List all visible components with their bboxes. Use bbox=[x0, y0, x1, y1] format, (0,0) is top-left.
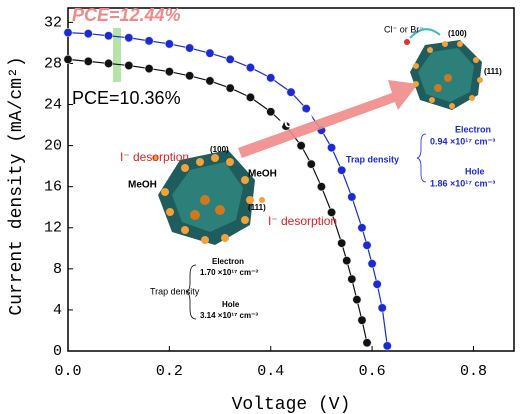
annotation: (111) bbox=[484, 67, 502, 76]
data-point bbox=[245, 63, 255, 73]
data-point bbox=[104, 58, 114, 68]
annotation: 3.14 ×10¹⁷ cm⁻³ bbox=[200, 311, 258, 320]
data-point bbox=[225, 54, 235, 64]
data-point bbox=[185, 71, 195, 81]
x-tick-label: 0.8 bbox=[460, 363, 487, 380]
data-point bbox=[245, 92, 255, 102]
data-point bbox=[83, 56, 93, 66]
data-point bbox=[372, 279, 382, 289]
data-point bbox=[104, 31, 114, 41]
data-point bbox=[83, 29, 93, 39]
data-point bbox=[316, 182, 326, 192]
data-point bbox=[377, 303, 387, 313]
annotation: 1.70 ×10¹⁷ cm⁻³ bbox=[200, 268, 258, 277]
annotation: Hole bbox=[222, 300, 240, 309]
annotation: Trap density bbox=[150, 286, 200, 296]
y-tick-label: 8 bbox=[53, 261, 62, 278]
y-tick-label: 32 bbox=[44, 14, 62, 31]
data-point bbox=[362, 338, 372, 348]
data-point bbox=[225, 83, 235, 93]
data-point bbox=[144, 64, 154, 74]
annotation: Hole bbox=[465, 166, 485, 176]
annotation: (100) bbox=[448, 29, 467, 38]
data-point bbox=[382, 341, 392, 351]
y-tick-label: 20 bbox=[44, 138, 62, 155]
highlight-bar bbox=[113, 28, 121, 82]
x-tick-label: 0.2 bbox=[156, 363, 183, 380]
data-point bbox=[266, 73, 276, 83]
data-point bbox=[205, 76, 215, 86]
data-point bbox=[205, 48, 215, 58]
data-point bbox=[301, 104, 311, 114]
data-point bbox=[164, 39, 174, 49]
y-tick-label: 0 bbox=[53, 343, 62, 360]
data-point bbox=[352, 295, 362, 305]
annotation: PCE=10.36% bbox=[72, 88, 181, 108]
y-tick-label: 16 bbox=[44, 179, 62, 196]
data-point bbox=[185, 43, 195, 53]
annotation: Electron bbox=[455, 124, 491, 134]
annotation: I⁻ desorption bbox=[120, 150, 189, 164]
data-point bbox=[63, 54, 73, 64]
data-point bbox=[124, 61, 134, 71]
x-tick-label: 0.4 bbox=[257, 363, 284, 380]
arrow bbox=[238, 80, 418, 158]
data-point bbox=[296, 141, 306, 151]
data-point bbox=[164, 67, 174, 77]
data-point bbox=[281, 121, 291, 131]
annotation: MeOH bbox=[128, 180, 157, 191]
data-point bbox=[357, 223, 367, 233]
data-point bbox=[286, 87, 296, 97]
annotation: MeOH bbox=[248, 169, 277, 180]
data-point bbox=[362, 240, 372, 250]
data-point bbox=[124, 33, 134, 43]
y-tick-label: 4 bbox=[53, 302, 62, 319]
data-point bbox=[347, 192, 357, 202]
data-point bbox=[342, 256, 352, 266]
annotation: Electron bbox=[212, 257, 244, 266]
plot-area: 0.0 0.2 0.4 0.6 0.8 0 4 8 12 16 20 24 28 32 bbox=[44, 7, 515, 380]
x-axis-label: Voltage (V) bbox=[232, 395, 351, 414]
annotation: PCE=12.44% bbox=[72, 5, 181, 25]
data-point bbox=[327, 207, 337, 217]
nanocrystal-illustration bbox=[152, 150, 265, 245]
data-point bbox=[347, 274, 357, 284]
x-tick-label: 0.0 bbox=[54, 363, 81, 380]
data-point bbox=[357, 315, 367, 325]
data-point bbox=[337, 238, 347, 248]
annotations: PCE=12.44% PCE=10.36% I⁻ desorption I⁻ d… bbox=[72, 5, 502, 320]
plot-frame bbox=[67, 7, 515, 352]
y-tick-label: 24 bbox=[44, 97, 62, 114]
x-tick-label: 0.6 bbox=[359, 363, 386, 380]
annotation: Cl⁻ or Br⁻ bbox=[384, 24, 424, 34]
annotation: 0.94 ×10¹⁷ cm⁻³ bbox=[430, 136, 495, 146]
data-point bbox=[306, 159, 316, 169]
y-axis-label: Current density (mA/cm²) bbox=[7, 56, 27, 315]
data-point bbox=[327, 143, 337, 153]
data-point bbox=[367, 259, 377, 269]
y-tick-label: 12 bbox=[44, 220, 62, 237]
data-point bbox=[63, 28, 73, 38]
y-tick-label: 28 bbox=[44, 55, 62, 72]
nanocrystal-illustration bbox=[404, 28, 483, 110]
series-line bbox=[67, 58, 368, 343]
annotation: 1.86 ×10¹⁷ cm⁻³ bbox=[430, 178, 495, 188]
annotation: (111) bbox=[248, 203, 266, 212]
annotation: (100) bbox=[210, 145, 229, 154]
annotation: Trap density bbox=[346, 154, 399, 164]
data-point bbox=[337, 165, 347, 175]
data-point bbox=[266, 107, 276, 117]
annotation: I⁻ desorption bbox=[268, 214, 337, 228]
data-point bbox=[144, 36, 154, 46]
